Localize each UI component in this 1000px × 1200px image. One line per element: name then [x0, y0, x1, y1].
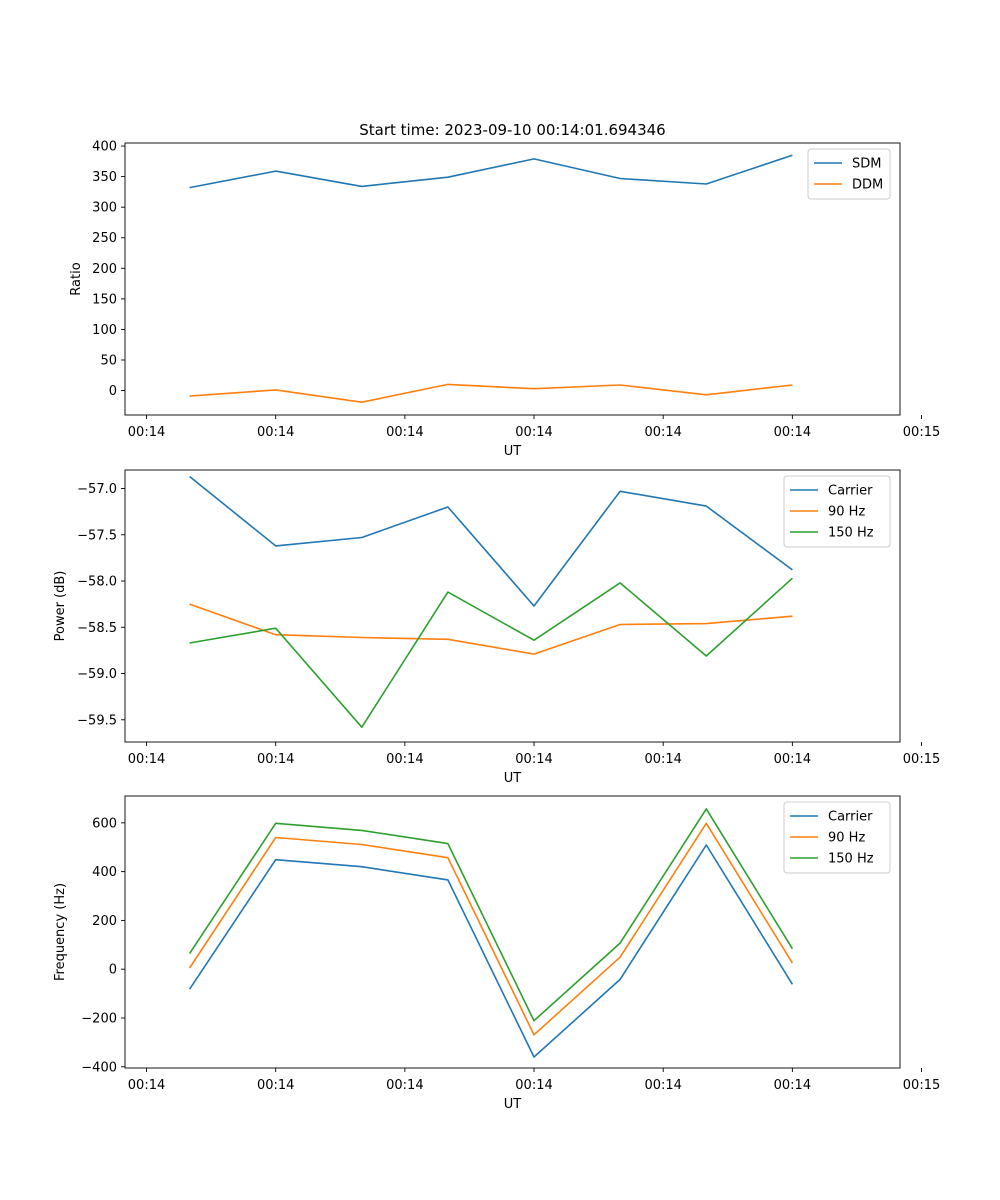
legend-label: SDM: [852, 157, 881, 172]
x-tick-label: 00:14: [386, 425, 423, 440]
x-tick-label: 00:14: [386, 1078, 423, 1093]
legend-label: DDM: [852, 178, 883, 193]
y-axis-label: Frequency (Hz): [53, 883, 68, 981]
y-tick-label: −59.5: [77, 713, 117, 728]
series-line-carrier: [188, 844, 794, 1058]
y-tick-label: 200: [92, 914, 117, 929]
y-tick-label: 0: [109, 384, 117, 399]
y-axis-label: Power (dB): [53, 571, 68, 642]
series-line-90-hz: [188, 822, 794, 1036]
subplot-0: Start time: 2023-09-10 00:14:01.69434600…: [69, 121, 940, 459]
x-tick-label: 00:15: [903, 752, 940, 767]
x-tick-label: 00:14: [515, 1078, 552, 1093]
legend-box: [783, 801, 891, 874]
legend-box: [807, 148, 891, 200]
subplot-2: 00:14 00:14 00:14 00:14 00:14 00:14 00:15 −400 −…: [53, 795, 940, 1112]
x-tick-label: 00:14: [644, 752, 681, 767]
series-line-150-hz: [189, 577, 793, 729]
x-axis-label: UT: [504, 444, 522, 459]
y-tick-label: −400: [81, 1060, 117, 1075]
y-tick-label: 50: [100, 353, 117, 368]
x-tick-label: 00:15: [903, 425, 940, 440]
x-tick-label: 00:14: [644, 1078, 681, 1093]
series-line-sdm: [189, 154, 793, 189]
legend-box: [783, 475, 891, 548]
series-line-150-hz: [188, 808, 794, 1022]
y-tick-label: −58.0: [77, 575, 117, 590]
y-tick-label: 200: [92, 262, 117, 277]
chart-title: Start time: 2023-09-10 00:14:01.694346: [359, 121, 665, 139]
y-tick-label: −57.5: [77, 528, 117, 543]
y-axis-label: Ratio: [69, 262, 84, 295]
series-line-carrier: [189, 475, 793, 607]
legend-label: 150 Hz: [828, 526, 874, 541]
axes-frame: [124, 142, 901, 416]
axes-frame: [124, 469, 901, 743]
series-line-ddm: [189, 383, 793, 404]
x-tick-label: 00:14: [774, 752, 811, 767]
y-tick-label: 400: [92, 140, 117, 155]
legend-label: Carrier: [828, 484, 873, 499]
x-tick-label: 00:14: [128, 752, 165, 767]
y-tick-label: 300: [92, 201, 117, 216]
x-tick-label: 00:14: [386, 752, 423, 767]
x-tick-label: 00:14: [774, 1078, 811, 1093]
x-axis-label: UT: [504, 771, 522, 786]
axes-frame: [124, 795, 901, 1069]
legend-label: 90 Hz: [828, 505, 865, 520]
y-tick-label: −59.0: [77, 667, 117, 682]
x-tick-label: 00:14: [257, 1078, 294, 1093]
legend: SDM DDM: [807, 148, 891, 200]
x-tick-label: 00:14: [515, 425, 552, 440]
x-tick-label: 00:14: [128, 1078, 165, 1093]
y-tick-label: 100: [92, 323, 117, 338]
y-tick-label: 400: [92, 865, 117, 880]
y-tick-label: 0: [109, 963, 117, 978]
y-tick-label: −200: [81, 1011, 117, 1026]
y-tick-label: 250: [92, 231, 117, 246]
y-tick-label: 600: [92, 816, 117, 831]
legend-label: 90 Hz: [828, 831, 865, 846]
legend-label: Carrier: [828, 810, 873, 825]
x-tick-label: 00:14: [515, 752, 552, 767]
x-tick-label: 00:14: [644, 425, 681, 440]
series-line-90-hz: [189, 603, 793, 655]
legend: Carrier 90 Hz 150 Hz: [783, 801, 891, 874]
x-tick-label: 00:14: [774, 425, 811, 440]
x-tick-label: 00:14: [257, 752, 294, 767]
legend: Carrier 90 Hz 150 Hz: [783, 475, 891, 548]
x-tick-label: 00:14: [257, 425, 294, 440]
x-tick-label: 00:14: [128, 425, 165, 440]
subplot-1: 00:14 00:14 00:14 00:14 00:14 00:14 00:15 −59.5…: [53, 469, 940, 786]
x-axis-label: UT: [504, 1097, 522, 1112]
y-tick-label: 350: [92, 170, 117, 185]
legend-label: 150 Hz: [828, 852, 874, 867]
x-tick-label: 00:15: [903, 1078, 940, 1093]
y-tick-label: −57.0: [77, 482, 117, 497]
y-tick-label: −58.5: [77, 621, 117, 636]
y-tick-label: 150: [92, 292, 117, 307]
